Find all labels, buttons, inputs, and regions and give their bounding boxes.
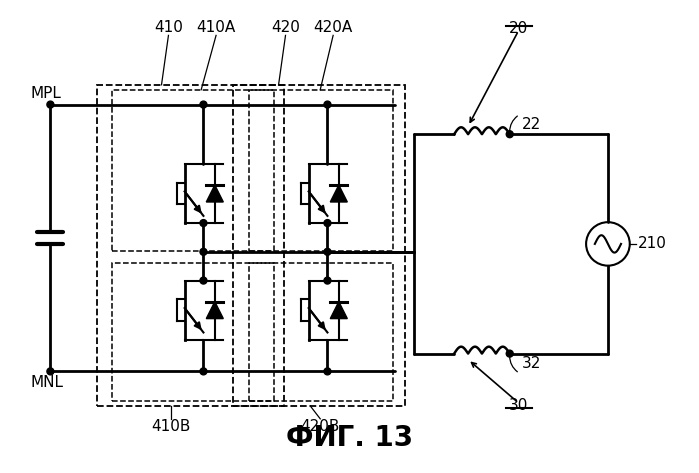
Polygon shape <box>331 185 347 202</box>
Text: MPL: MPL <box>31 86 62 101</box>
Circle shape <box>324 219 331 227</box>
Text: 410A: 410A <box>196 20 236 35</box>
Circle shape <box>506 131 513 138</box>
Text: 410B: 410B <box>152 419 191 434</box>
Bar <box>112 90 273 251</box>
Text: MNL: MNL <box>31 376 64 390</box>
Circle shape <box>200 368 207 375</box>
Bar <box>233 85 405 406</box>
Circle shape <box>506 350 513 357</box>
Polygon shape <box>331 302 347 319</box>
Bar <box>249 90 393 251</box>
Circle shape <box>200 277 207 284</box>
Circle shape <box>200 248 207 255</box>
Text: 32: 32 <box>521 356 541 371</box>
Text: 30: 30 <box>509 398 528 413</box>
Bar <box>97 85 284 406</box>
Text: 20: 20 <box>509 20 528 35</box>
Circle shape <box>324 101 331 108</box>
Text: 420A: 420A <box>314 20 353 35</box>
Text: 22: 22 <box>521 117 541 132</box>
Circle shape <box>324 248 331 255</box>
Polygon shape <box>206 185 223 202</box>
Polygon shape <box>206 302 223 319</box>
Circle shape <box>47 101 54 108</box>
Text: 420: 420 <box>271 20 300 35</box>
Circle shape <box>324 277 331 284</box>
Circle shape <box>324 368 331 375</box>
Bar <box>112 263 273 401</box>
Text: 210: 210 <box>637 236 667 252</box>
Circle shape <box>200 219 207 227</box>
Circle shape <box>200 101 207 108</box>
Bar <box>249 263 393 401</box>
Text: ФИГ. 13: ФИГ. 13 <box>286 424 413 453</box>
Circle shape <box>47 368 54 375</box>
Text: 420B: 420B <box>301 419 340 434</box>
Text: 410: 410 <box>154 20 183 35</box>
